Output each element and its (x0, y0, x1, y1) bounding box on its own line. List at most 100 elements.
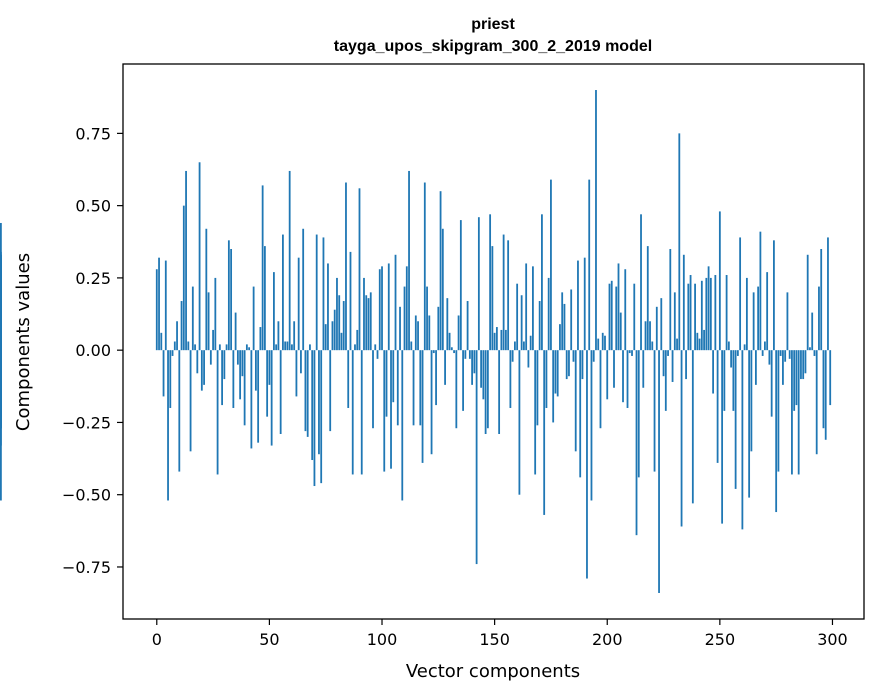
bar (800, 350, 802, 380)
bar (214, 277, 217, 351)
bar (160, 332, 163, 351)
bar (275, 344, 278, 351)
bar (0, 350, 2, 429)
bar (464, 350, 467, 359)
bar (646, 246, 649, 351)
bar (610, 280, 613, 351)
bar (286, 341, 289, 351)
y-tick-label: −0.50 (62, 486, 111, 505)
bar (768, 350, 771, 365)
bar (329, 350, 332, 432)
bar (514, 341, 516, 351)
bar (230, 249, 233, 351)
bar (597, 338, 600, 351)
bar (313, 350, 316, 487)
bar (263, 246, 266, 351)
bar (613, 350, 615, 388)
bar (241, 350, 244, 377)
bar (340, 332, 343, 351)
bar (635, 350, 638, 536)
bar (268, 350, 271, 385)
bar (667, 350, 669, 356)
bar (721, 350, 724, 524)
y-axis-ticks: 0.75 0.50 0.25 0.00 −0.25 −0.50 −0.75 (62, 124, 123, 577)
bar (221, 350, 223, 406)
y-axis-label: Components values (13, 253, 34, 431)
bar (572, 350, 575, 362)
bar (660, 298, 663, 351)
bar (410, 341, 413, 351)
bar (178, 350, 181, 472)
bar (775, 350, 778, 513)
bar (306, 350, 309, 437)
bar (394, 254, 397, 351)
bar (200, 350, 203, 391)
bar (432, 350, 435, 354)
bar (538, 301, 541, 351)
x-axis-ticks: 0 50 100 150 200 250 300 (152, 619, 848, 649)
bar (291, 344, 293, 351)
bar (556, 350, 559, 397)
bar (736, 350, 739, 356)
bar (302, 228, 305, 351)
bar (182, 205, 185, 351)
bar (766, 272, 769, 351)
bar (198, 162, 201, 351)
bar (691, 350, 694, 504)
bar (194, 344, 196, 351)
bar (167, 350, 169, 501)
bar (822, 350, 825, 429)
bar (507, 240, 510, 351)
bar (712, 350, 714, 394)
bar (651, 341, 654, 351)
bar (617, 263, 620, 351)
bar (383, 350, 386, 472)
bar (437, 306, 440, 351)
bar (354, 344, 356, 351)
bar (802, 350, 805, 380)
bar (714, 275, 717, 351)
y-tick-label: 0.75 (75, 124, 111, 143)
bar (568, 350, 570, 377)
bar (327, 263, 329, 351)
bar (631, 350, 633, 356)
bar (734, 350, 737, 489)
bar (809, 347, 811, 351)
bar (622, 350, 624, 403)
bar (277, 321, 280, 351)
bar (784, 350, 787, 362)
bar (171, 350, 174, 356)
bar (342, 301, 345, 351)
bar (730, 350, 733, 368)
bar (520, 295, 523, 351)
bar (624, 269, 627, 351)
bar (243, 350, 246, 426)
bar (516, 283, 519, 351)
bar (207, 292, 210, 351)
bar (642, 350, 645, 388)
bar (457, 315, 460, 351)
bar (399, 306, 401, 351)
bar (356, 329, 359, 351)
bar (489, 214, 492, 351)
x-tick-label: 150 (479, 630, 510, 649)
bar (477, 217, 480, 351)
bar (579, 350, 582, 478)
y-tick-label: −0.75 (62, 558, 111, 577)
bar (250, 350, 253, 449)
bar (640, 214, 642, 351)
bar (493, 332, 496, 351)
bar (459, 220, 462, 351)
bar (586, 350, 588, 579)
bar (441, 228, 444, 351)
bar (387, 263, 390, 351)
bar (739, 237, 742, 351)
bar (523, 341, 525, 351)
bar (189, 350, 192, 452)
bar (480, 350, 483, 388)
bar (761, 350, 764, 356)
bar (759, 231, 762, 351)
bar (577, 260, 579, 351)
bar (696, 332, 699, 351)
bar (608, 283, 611, 351)
